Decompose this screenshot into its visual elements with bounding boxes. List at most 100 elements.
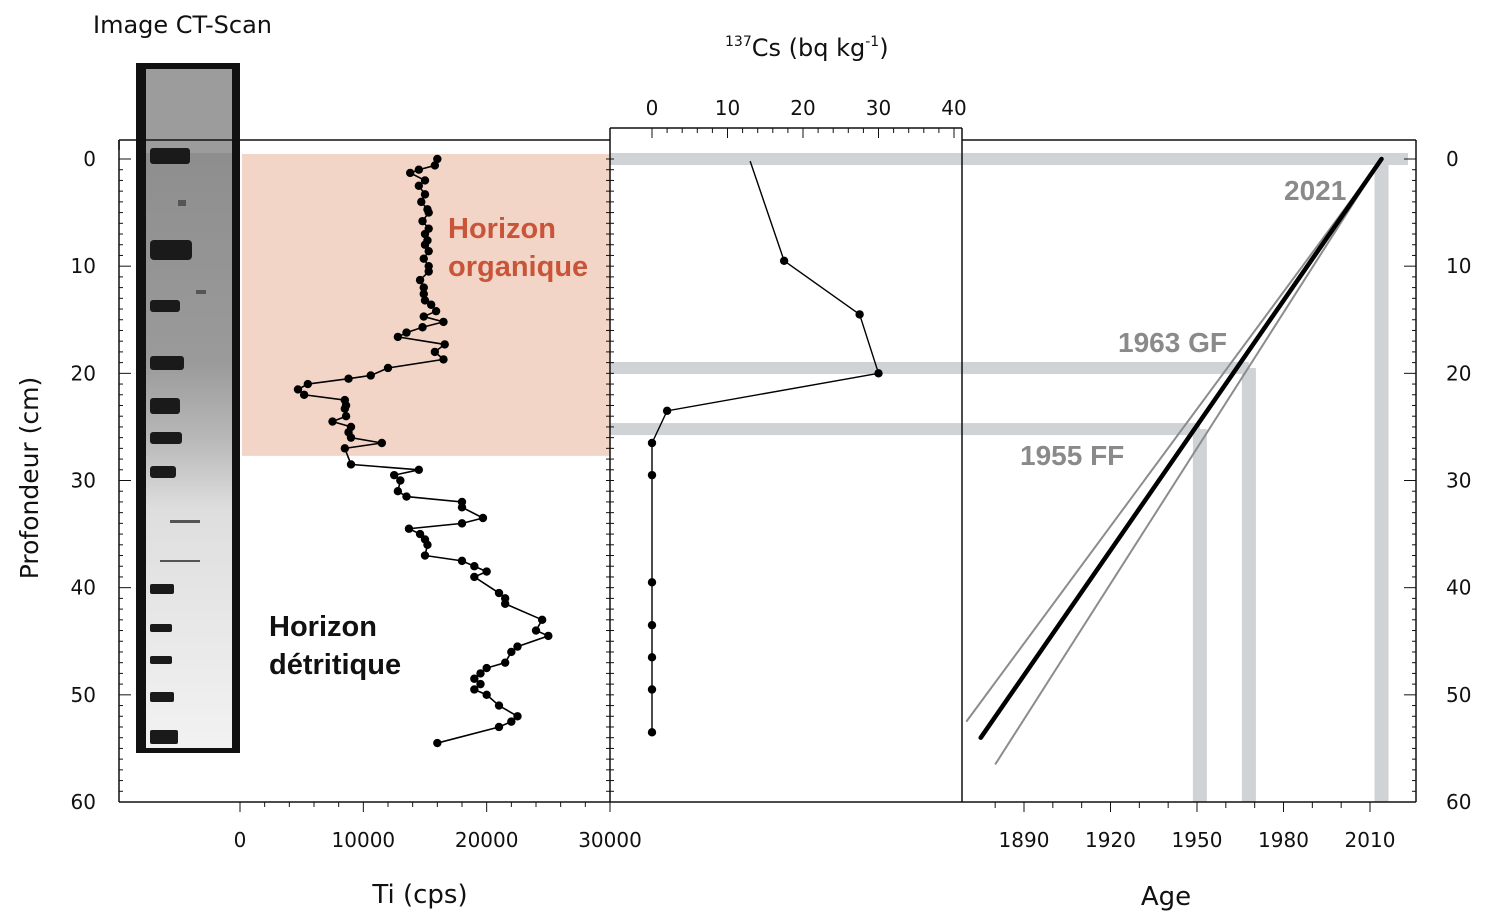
- ti-data-point: [414, 465, 424, 474]
- ti-data-point: [482, 663, 491, 673]
- ti-data-point: [494, 588, 504, 598]
- cs137-data-point: [647, 620, 657, 630]
- cs137-tick-label: 0: [646, 96, 659, 120]
- age-model-bound: [994, 158, 1383, 766]
- depth-tick-label-right: 20: [1446, 361, 1471, 385]
- ti-data-point: [415, 529, 425, 539]
- ti-data-point: [478, 513, 488, 523]
- ti-data-point: [500, 658, 510, 667]
- marker-label-2021: 2021: [1284, 175, 1346, 206]
- ti-data-point: [476, 669, 485, 678]
- cs137-series-line: [651, 160, 880, 733]
- ti-data-point: [420, 296, 430, 305]
- cs137-data-point: [647, 685, 657, 694]
- ti-data-point: [431, 306, 441, 316]
- ti-tick-label: 10000: [332, 828, 396, 852]
- ti-data-point: [415, 275, 425, 285]
- ti-data-point: [393, 487, 403, 496]
- age-tick-label: 1980: [1258, 828, 1309, 852]
- ti-data-point: [440, 340, 449, 349]
- cs137-data-point: [647, 578, 657, 587]
- depth-tick-label-left: 20: [71, 361, 96, 385]
- ti-data-point: [470, 674, 479, 683]
- organic-horizon-band: [242, 154, 610, 456]
- marker-band-vertical: [1374, 159, 1389, 802]
- ti-data-point: [500, 599, 510, 608]
- ti-axis-title: Ti (cps): [371, 880, 467, 910]
- cs137-data-point: [647, 653, 657, 662]
- ti-data-point: [494, 722, 504, 732]
- ti-data-point: [433, 738, 442, 748]
- depth-tick-label-right: 30: [1446, 469, 1471, 493]
- ti-data-point: [531, 626, 541, 635]
- ti-data-point: [424, 208, 433, 217]
- ti-data-point: [418, 216, 427, 226]
- ti-data-point: [420, 190, 430, 199]
- marker-label-1955: 1955 FF: [1020, 440, 1124, 471]
- ti-data-point: [476, 679, 485, 689]
- ti-data-point: [439, 317, 448, 327]
- cs137-tick-label: 10: [715, 96, 740, 120]
- age-tick-label: 2010: [1345, 828, 1396, 852]
- depth-tick-label-right: 40: [1446, 576, 1471, 600]
- ti-data-point: [433, 154, 442, 164]
- ti-data-point: [383, 363, 393, 373]
- ti-data-point: [470, 572, 479, 582]
- ti-data-point: [494, 701, 504, 710]
- ti-data-point: [470, 685, 479, 694]
- ti-data-point: [389, 470, 399, 480]
- ti-data-point: [414, 165, 424, 174]
- horizon-organique-label: Horizon organique: [448, 213, 588, 283]
- depth-tick-label-left: 50: [71, 683, 96, 707]
- depth-tick-label-left: 10: [71, 254, 96, 278]
- ti-data-point: [406, 168, 415, 178]
- ti-data-point: [299, 390, 309, 399]
- ti-data-point: [482, 567, 491, 576]
- ti-data-point: [420, 229, 430, 239]
- marker-band-vertical: [1192, 429, 1207, 802]
- ti-data-point: [328, 417, 337, 426]
- ti-data-point: [426, 300, 436, 309]
- age-tick-label: 1950: [1172, 828, 1223, 852]
- horizon-detritique-label: Horizon détritique: [269, 611, 401, 681]
- ti-data-point: [430, 347, 440, 357]
- ti-data-point: [544, 631, 553, 641]
- ti-data-point: [344, 374, 353, 383]
- ti-data-point: [507, 647, 516, 657]
- ti-data-point: [457, 556, 467, 566]
- ti-data-point: [417, 197, 426, 207]
- ti-data-point: [424, 246, 433, 256]
- depth-tick-label-right: 10: [1446, 254, 1471, 278]
- cs137-data-point: [662, 406, 672, 416]
- ti-data-point: [340, 404, 350, 413]
- ti-data-point: [457, 519, 467, 528]
- ti-data-point: [423, 540, 432, 549]
- ti-data-point: [402, 492, 411, 501]
- cs137-data-point: [855, 310, 864, 319]
- depth-axis-title-left: Profondeur (cm): [15, 377, 44, 580]
- cs137-tick-label: 40: [941, 96, 966, 120]
- ti-data-point: [414, 181, 424, 190]
- ti-data-point: [420, 176, 430, 185]
- ti-data-point: [513, 712, 522, 721]
- ti-data-point: [404, 524, 414, 533]
- ti-data-point: [340, 444, 350, 453]
- depth-tick-label-left: 40: [71, 576, 96, 600]
- age-tick-label: 1890: [999, 828, 1050, 852]
- ti-data-point: [513, 642, 522, 651]
- depth-tick-label-right: 60: [1446, 790, 1471, 814]
- ti-data-point: [366, 371, 375, 380]
- depth-tick-label-left: 60: [71, 790, 96, 814]
- ti-data-point: [419, 289, 428, 299]
- ti-data-point: [430, 161, 440, 170]
- depth-tick-label-right: 0: [1446, 147, 1459, 171]
- cs137-axis-title: 137Cs (bq kg-1): [725, 34, 889, 62]
- ti-data-point: [402, 328, 411, 337]
- cs137-data-point: [647, 728, 657, 737]
- ti-data-point: [420, 551, 430, 560]
- ti-data-point: [346, 460, 356, 469]
- marker-band-horizontal: [610, 153, 1408, 165]
- marker-label-1963: 1963 GF: [1118, 327, 1227, 358]
- ti-data-point: [393, 332, 403, 342]
